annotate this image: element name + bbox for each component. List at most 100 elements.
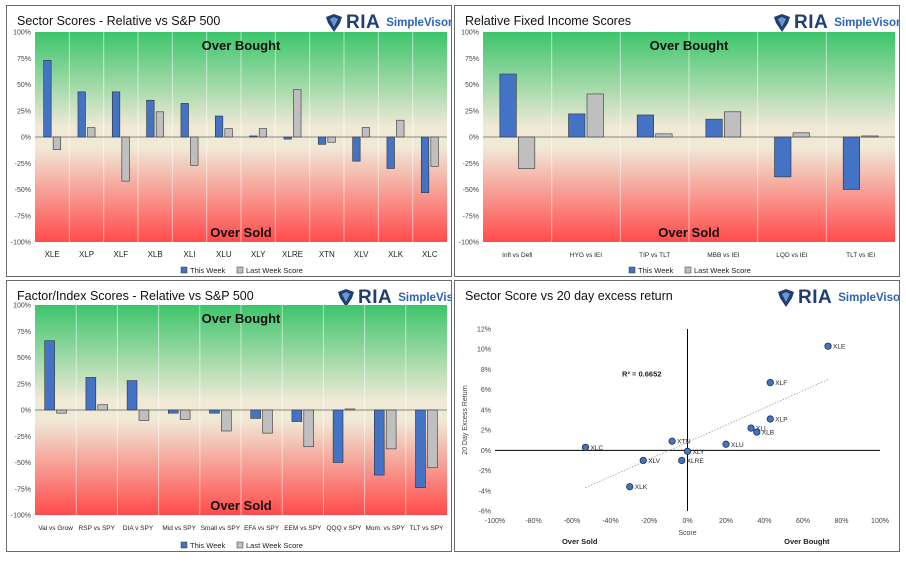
this-week-bar <box>291 409 303 422</box>
y-tick-label: -4% <box>479 488 491 495</box>
y-tick-label: -25% <box>15 161 31 168</box>
this-week-bar <box>168 409 179 414</box>
x-tick-label: 40% <box>757 518 771 525</box>
point-label: XLU <box>731 442 744 449</box>
factor-index-panel: Factor/Index Scores - Relative vs S&P 50… <box>6 280 452 552</box>
category-label: EFA vs SPY <box>244 525 280 532</box>
point-label: XLC <box>590 445 603 452</box>
y-tick-label: 100% <box>461 30 479 37</box>
y-tick-label: 0% <box>469 135 479 142</box>
last-week-bar <box>303 409 314 448</box>
x-tick-label: -20% <box>641 518 657 525</box>
ria-logo: RIA SimpleVisor <box>773 12 900 34</box>
category-label: XLY <box>251 250 266 259</box>
last-week-bar <box>724 111 742 138</box>
last-week-bar <box>52 136 62 150</box>
simplevisor-logo-text: SimpleVisor <box>838 292 900 304</box>
last-week-bar <box>97 404 108 411</box>
ria-logo: RIA SimpleVisor <box>777 287 900 309</box>
last-week-bar <box>861 135 879 138</box>
scatter-panel: Sector Score vs 20 day excess return RIA… <box>454 280 900 552</box>
r-squared-label: R² = 0.6652 <box>622 370 661 379</box>
this-week-bar <box>85 377 97 411</box>
point-label: XLB <box>762 430 774 437</box>
scatter-point <box>766 415 774 423</box>
last-week-bar <box>430 136 439 167</box>
scatter-point <box>747 424 755 432</box>
category-label: Infl vs Defl <box>502 252 533 259</box>
scatter-chart: 12% 10% 8% 6% 4% 2% 0% -2% -4% -6% -100% -80% -60% -4… <box>462 327 889 547</box>
y-tick-label: -2% <box>479 468 491 475</box>
category-label: XLF <box>113 250 128 259</box>
y-tick-label: 0% <box>21 135 31 142</box>
this-week-bar <box>250 409 261 419</box>
y-tick-label: 10% <box>477 347 491 354</box>
category-label: DIA v SPY <box>123 525 154 532</box>
last-week-bar <box>224 128 233 138</box>
last-week-bar <box>518 136 536 169</box>
this-week-bar <box>77 91 86 138</box>
y-tick-label: -25% <box>15 434 31 441</box>
last-week-bar <box>258 128 268 138</box>
y-tick-label: -75% <box>15 486 31 493</box>
this-week-bar <box>180 103 189 138</box>
legend-this-week-swatch <box>180 266 188 274</box>
y-tick-label: 100% <box>13 30 31 37</box>
this-week-bar <box>415 409 426 488</box>
ria-logo-text: RIA <box>798 287 833 308</box>
this-week-bar <box>214 115 224 138</box>
this-week-bar <box>636 114 654 138</box>
category-label: Val vs Grow <box>38 525 73 532</box>
last-week-bar <box>87 127 96 138</box>
y-tick-label: 0% <box>21 408 31 415</box>
point-label: XLV <box>648 458 660 465</box>
over-sold-label: Over Sold <box>210 498 271 513</box>
category-label: MBB vs IEI <box>707 252 739 259</box>
ria-logo-text: RIA <box>358 287 393 308</box>
this-week-bar <box>44 340 55 411</box>
legend-last-week-swatch <box>236 266 244 274</box>
over-bought-caption: Over Bought <box>784 537 830 546</box>
y-tick-label: 75% <box>17 329 31 336</box>
last-week-bar <box>427 409 438 469</box>
y-tick-label: 50% <box>465 82 479 89</box>
this-week-bar <box>374 409 385 476</box>
trendline <box>585 379 829 489</box>
last-week-bar <box>327 136 336 143</box>
category-label: Mid vs SPY <box>162 525 196 532</box>
point-label: XTN <box>677 439 690 446</box>
this-week-bar <box>568 113 586 138</box>
eagle-icon <box>338 289 354 307</box>
fixed-income-panel: Relative Fixed Income Scores RIA SimpleV… <box>454 5 900 277</box>
scatter-point <box>722 440 730 448</box>
last-week-bar <box>385 409 397 450</box>
last-week-bar <box>262 409 273 434</box>
last-week-bar <box>792 132 810 138</box>
x-tick-label: 100% <box>871 518 889 525</box>
x-tick-label: -100% <box>485 518 505 525</box>
y-tick-label: 8% <box>481 367 491 374</box>
category-label: Mom. vs SPY <box>366 525 406 532</box>
last-week-bar <box>56 409 67 414</box>
y-tick-label: 6% <box>481 387 491 394</box>
legend-last-week-swatch <box>236 541 244 549</box>
y-tick-label: 25% <box>17 381 31 388</box>
over-sold-label: Over Sold <box>658 225 719 240</box>
x-tick-label: -40% <box>602 518 618 525</box>
this-week-bar <box>209 409 220 414</box>
y-tick-label: -50% <box>15 187 31 194</box>
category-label: LQD vs IEI <box>776 252 808 259</box>
x-tick-label: -80% <box>525 518 541 525</box>
over-bought-label: Over Bought <box>202 311 281 326</box>
legend-this-week-label: This Week <box>190 266 226 275</box>
y-tick-label: 100% <box>13 303 31 310</box>
category-label: TLT vs SPY <box>409 525 444 532</box>
this-week-bar <box>317 136 327 145</box>
this-week-bar <box>43 60 52 138</box>
category-label: XLRE <box>282 250 303 259</box>
category-label: QQQ v SPY <box>326 525 362 532</box>
y-tick-label: 4% <box>481 407 491 414</box>
category-label: EEM vs SPY <box>284 525 322 532</box>
scatter-point <box>626 483 634 491</box>
simplevisor-logo-text: SimpleVisor <box>834 17 900 29</box>
